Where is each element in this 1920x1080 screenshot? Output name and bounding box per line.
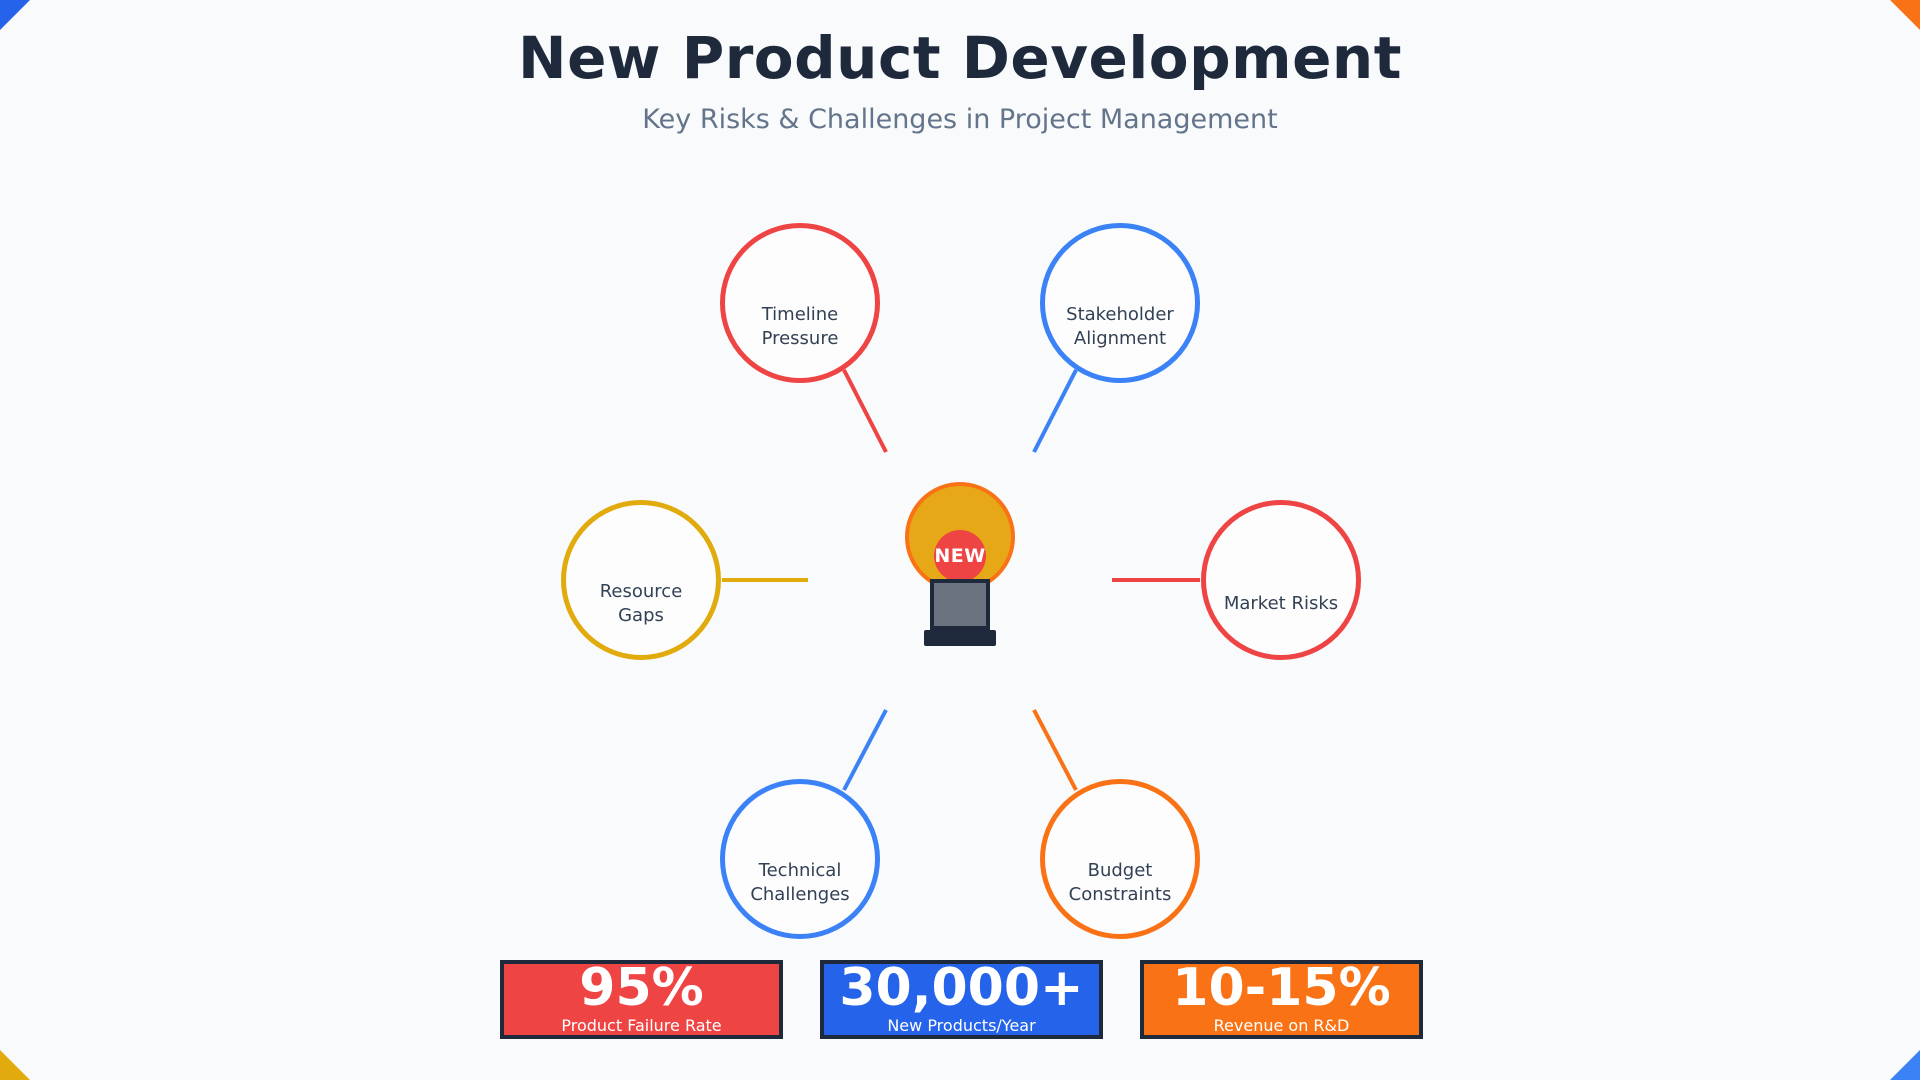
stat-new-products-per-year: 30,000+ New Products/Year bbox=[820, 960, 1103, 1039]
stat-label: New Products/Year bbox=[887, 1016, 1036, 1036]
stat-product-failure-rate: 95% Product Failure Rate bbox=[500, 960, 783, 1039]
page-title: New Product Development bbox=[518, 24, 1402, 92]
risk-node-technical-challenges: Technical Challenges bbox=[720, 779, 880, 939]
risk-node-budget-constraints: Budget Constraints bbox=[1040, 779, 1200, 939]
connector-stakeholder bbox=[1032, 369, 1078, 453]
risk-node-label: Timeline Pressure bbox=[761, 303, 839, 349]
stat-revenue-on-rnd: 10-15% Revenue on R&D bbox=[1140, 960, 1423, 1039]
header: New Product Development Key Risks & Chal… bbox=[0, 24, 1920, 135]
risk-node-label: Stakeholder Alignment bbox=[1066, 303, 1174, 349]
new-badge: NEW bbox=[934, 530, 986, 582]
connector-technical bbox=[842, 709, 888, 791]
risk-node-label: Market Risks bbox=[1223, 592, 1339, 614]
new-badge-label: NEW bbox=[934, 545, 986, 567]
stat-value: 95% bbox=[579, 957, 704, 1018]
risk-node-resource-gaps: Resource Gaps bbox=[561, 500, 721, 660]
risk-node-label: Budget Constraints bbox=[1068, 859, 1172, 905]
laptop-icon bbox=[930, 579, 990, 630]
laptop-base-icon bbox=[924, 630, 996, 646]
connector-budget bbox=[1032, 709, 1078, 791]
corner-triangle-top-right bbox=[1890, 0, 1920, 30]
stat-label: Product Failure Rate bbox=[561, 1016, 722, 1036]
stat-value: 30,000+ bbox=[839, 957, 1084, 1018]
risk-node-label: Resource Gaps bbox=[599, 580, 683, 626]
risk-node-timeline-pressure: Timeline Pressure bbox=[720, 223, 880, 383]
corner-triangle-bottom-right bbox=[1890, 1050, 1920, 1080]
stat-value: 10-15% bbox=[1172, 957, 1391, 1018]
risk-node-stakeholder-alignment: Stakeholder Alignment bbox=[1040, 223, 1200, 383]
stat-label: Revenue on R&D bbox=[1213, 1016, 1350, 1036]
connector-timeline bbox=[842, 369, 888, 453]
risk-node-market-risks: Market Risks bbox=[1201, 500, 1361, 660]
corner-triangle-bottom-left bbox=[0, 1050, 30, 1080]
risk-node-label: Technical Challenges bbox=[750, 859, 850, 905]
page-subtitle: Key Risks & Challenges in Project Manage… bbox=[642, 104, 1278, 135]
corner-triangle-top-left bbox=[0, 0, 30, 30]
